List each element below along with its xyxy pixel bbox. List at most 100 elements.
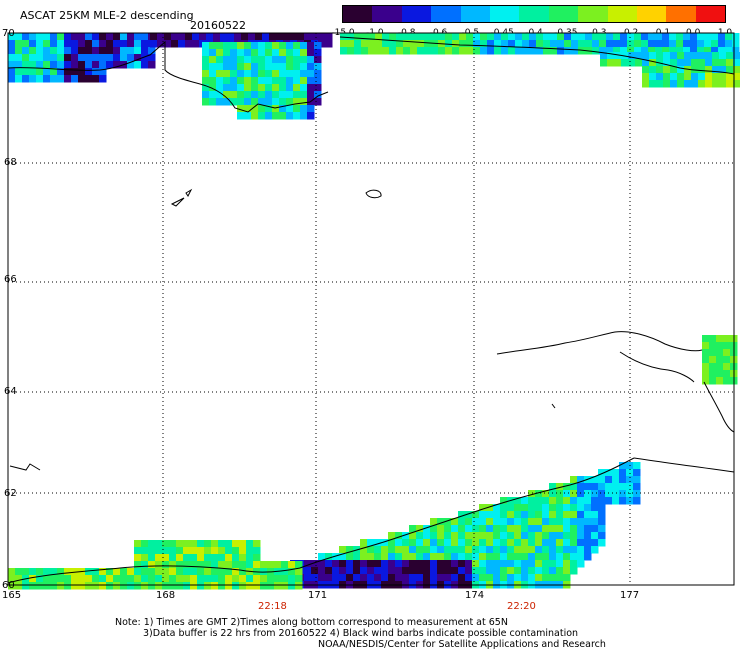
swath-cell xyxy=(134,540,142,548)
swath-cell xyxy=(113,568,121,576)
swath-cell xyxy=(451,560,459,568)
swath-cell xyxy=(458,539,466,547)
swath-cell xyxy=(514,511,522,519)
swath-cell xyxy=(300,105,308,113)
swath-cell xyxy=(591,490,599,498)
swath-cell xyxy=(258,98,266,106)
swath-cell xyxy=(733,59,740,67)
swath-cell xyxy=(599,47,607,55)
swath-cell xyxy=(704,47,712,55)
swath-cell xyxy=(607,52,615,60)
swath-cell xyxy=(346,560,354,568)
swath-cell xyxy=(8,582,16,590)
swath-cell xyxy=(223,70,231,78)
swath-cell xyxy=(15,68,23,76)
swath-cell xyxy=(465,560,473,568)
swath-cell xyxy=(29,75,37,83)
swath-cell xyxy=(148,540,156,548)
swath-cell xyxy=(444,518,452,526)
swath-cell xyxy=(360,560,368,568)
swath-cell xyxy=(719,73,727,81)
swath-cell xyxy=(514,567,522,575)
swath-cell xyxy=(535,511,543,519)
swath-cell xyxy=(8,47,16,55)
swath-cell xyxy=(522,33,530,41)
swath-cell xyxy=(57,40,65,48)
swath-cell xyxy=(669,40,677,48)
swath-cell xyxy=(8,568,16,576)
swath-cell xyxy=(286,98,294,106)
swath-cell xyxy=(57,568,65,576)
swath-cell xyxy=(113,61,121,69)
swath-cell xyxy=(293,98,301,106)
swath-cell xyxy=(633,469,641,477)
swath-cell xyxy=(85,61,93,69)
swath-cell xyxy=(325,553,333,561)
swath-cell xyxy=(663,59,671,67)
swath-cell xyxy=(300,49,308,57)
swath-cell xyxy=(486,504,494,512)
swath-cell xyxy=(134,575,142,583)
swath-cell xyxy=(148,47,156,55)
swath-cell xyxy=(148,582,156,590)
swath-cell xyxy=(430,525,438,533)
swath-cell xyxy=(719,80,727,88)
lat-label-62: 62 xyxy=(4,488,17,499)
swath-cell xyxy=(304,560,312,568)
swath-cell xyxy=(78,54,86,62)
swath-cell xyxy=(557,40,565,48)
swath-cell xyxy=(501,47,509,55)
swath-cell xyxy=(286,42,294,50)
swath-cell xyxy=(479,539,487,547)
swath-cell xyxy=(239,540,247,548)
swath-cell xyxy=(716,377,724,385)
swath-cell xyxy=(605,497,613,505)
swath-cell xyxy=(274,575,282,583)
swath-cell xyxy=(633,497,641,505)
swath-cell xyxy=(300,84,308,92)
swath-cell xyxy=(288,575,296,583)
swath-cell xyxy=(542,497,550,505)
swath-cell xyxy=(444,560,452,568)
swath-cell xyxy=(232,540,240,548)
swath-cell xyxy=(563,525,571,533)
swath-cell xyxy=(670,52,678,60)
swath-cell xyxy=(318,574,326,582)
swath-cell xyxy=(612,497,620,505)
swath-cell xyxy=(402,567,410,575)
swath-cell xyxy=(445,47,453,55)
swath-cell xyxy=(295,582,303,590)
swath-cell xyxy=(120,575,128,583)
swath-cell xyxy=(120,54,128,62)
swath-cell xyxy=(244,49,252,57)
swath-cell xyxy=(225,568,233,576)
swath-cell xyxy=(99,61,107,69)
swath-cell xyxy=(178,33,186,41)
swath-cell xyxy=(157,33,165,41)
swath-cell xyxy=(244,98,252,106)
swath-cell xyxy=(592,40,600,48)
coastline xyxy=(339,36,735,75)
swath-cell xyxy=(286,56,294,64)
swath-cell xyxy=(702,363,710,371)
swath-cell xyxy=(29,33,37,41)
swath-cell xyxy=(437,525,445,533)
swath-cell xyxy=(230,77,238,85)
swath-cell xyxy=(99,54,107,62)
swath-cell xyxy=(339,567,347,575)
swath-cell xyxy=(218,554,226,562)
swath-cell xyxy=(723,356,731,364)
colorbar-segment xyxy=(372,6,402,22)
swath-cell xyxy=(85,54,93,62)
swath-cell xyxy=(281,561,289,569)
swath-cell xyxy=(57,61,65,69)
swath-cell xyxy=(209,84,217,92)
swath-cell xyxy=(368,33,376,41)
swath-cell xyxy=(733,52,740,60)
swath-cell xyxy=(265,91,273,99)
swath-cell xyxy=(388,574,396,582)
swath-cell xyxy=(424,40,432,48)
swath-cell xyxy=(556,497,564,505)
swath-cell xyxy=(288,568,296,576)
swath-cell xyxy=(183,554,191,562)
